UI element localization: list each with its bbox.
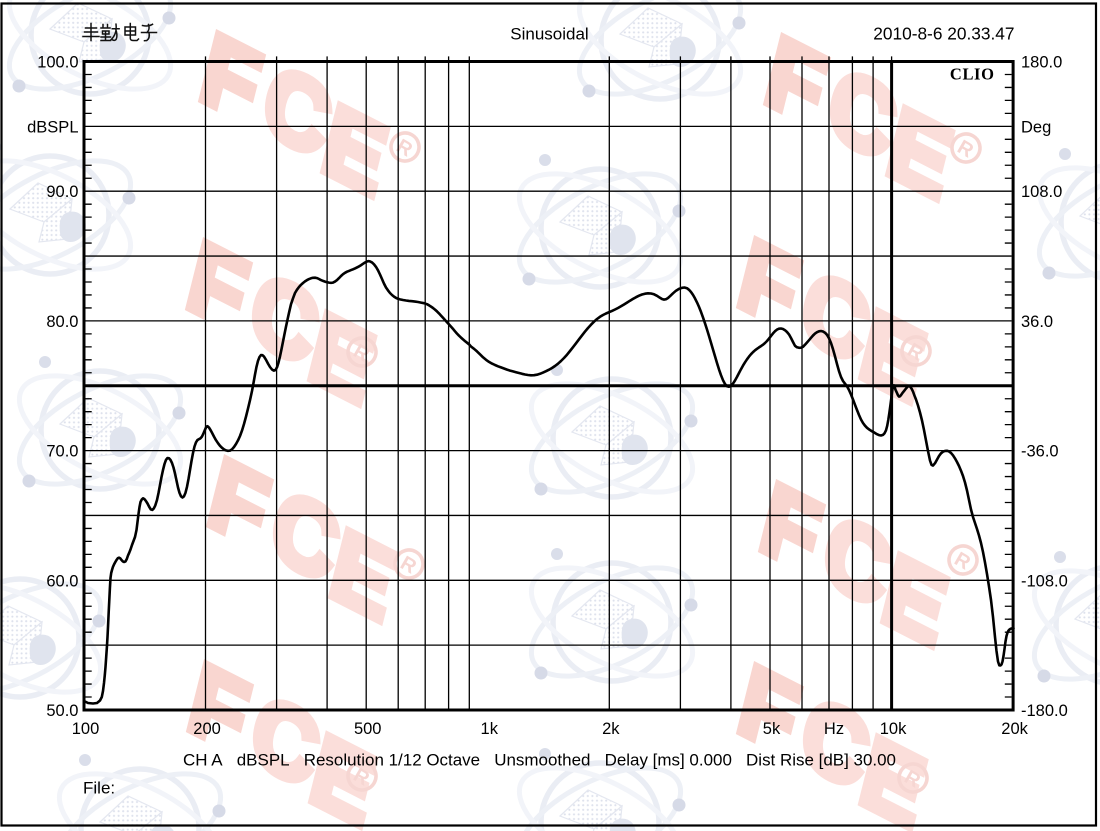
svg-text:5k: 5k [763,720,781,738]
svg-text:50.0: 50.0 [46,702,78,720]
svg-text:2010-8-6 20.33.47: 2010-8-6 20.33.47 [873,24,1014,44]
svg-text:36.0: 36.0 [1021,313,1053,331]
svg-text:dBSPL: dBSPL [27,118,78,136]
svg-text:-108.0: -108.0 [1021,572,1068,590]
svg-text:100: 100 [72,720,100,738]
svg-text:70.0: 70.0 [46,443,78,461]
svg-text:Deg: Deg [1021,118,1051,136]
svg-text:Hz: Hz [824,720,844,738]
svg-text:CH A dBSPL Resolution 1/12: CH A dBSPL Resolution 1/12 Octave Unsmoo… [183,751,896,770]
svg-text:1k: 1k [481,720,499,738]
svg-text:-180.0: -180.0 [1021,702,1068,720]
svg-text:File:: File: [83,779,115,798]
svg-text:80.0: 80.0 [46,313,78,331]
svg-text:60.0: 60.0 [46,572,78,590]
svg-text:108.0: 108.0 [1021,183,1062,201]
svg-text:-36.0: -36.0 [1021,443,1059,461]
svg-text:2k: 2k [602,720,620,738]
svg-text:200: 200 [193,720,221,738]
svg-text:Sinusoidal: Sinusoidal [510,25,588,44]
svg-text:90.0: 90.0 [46,183,78,201]
svg-text:500: 500 [354,720,382,738]
svg-text:180.0: 180.0 [1021,54,1062,72]
svg-text:100.0: 100.0 [37,54,78,72]
svg-text:10k: 10k [880,720,907,738]
svg-text:20k: 20k [1001,720,1028,738]
svg-text:CLIO: CLIO [950,65,995,84]
